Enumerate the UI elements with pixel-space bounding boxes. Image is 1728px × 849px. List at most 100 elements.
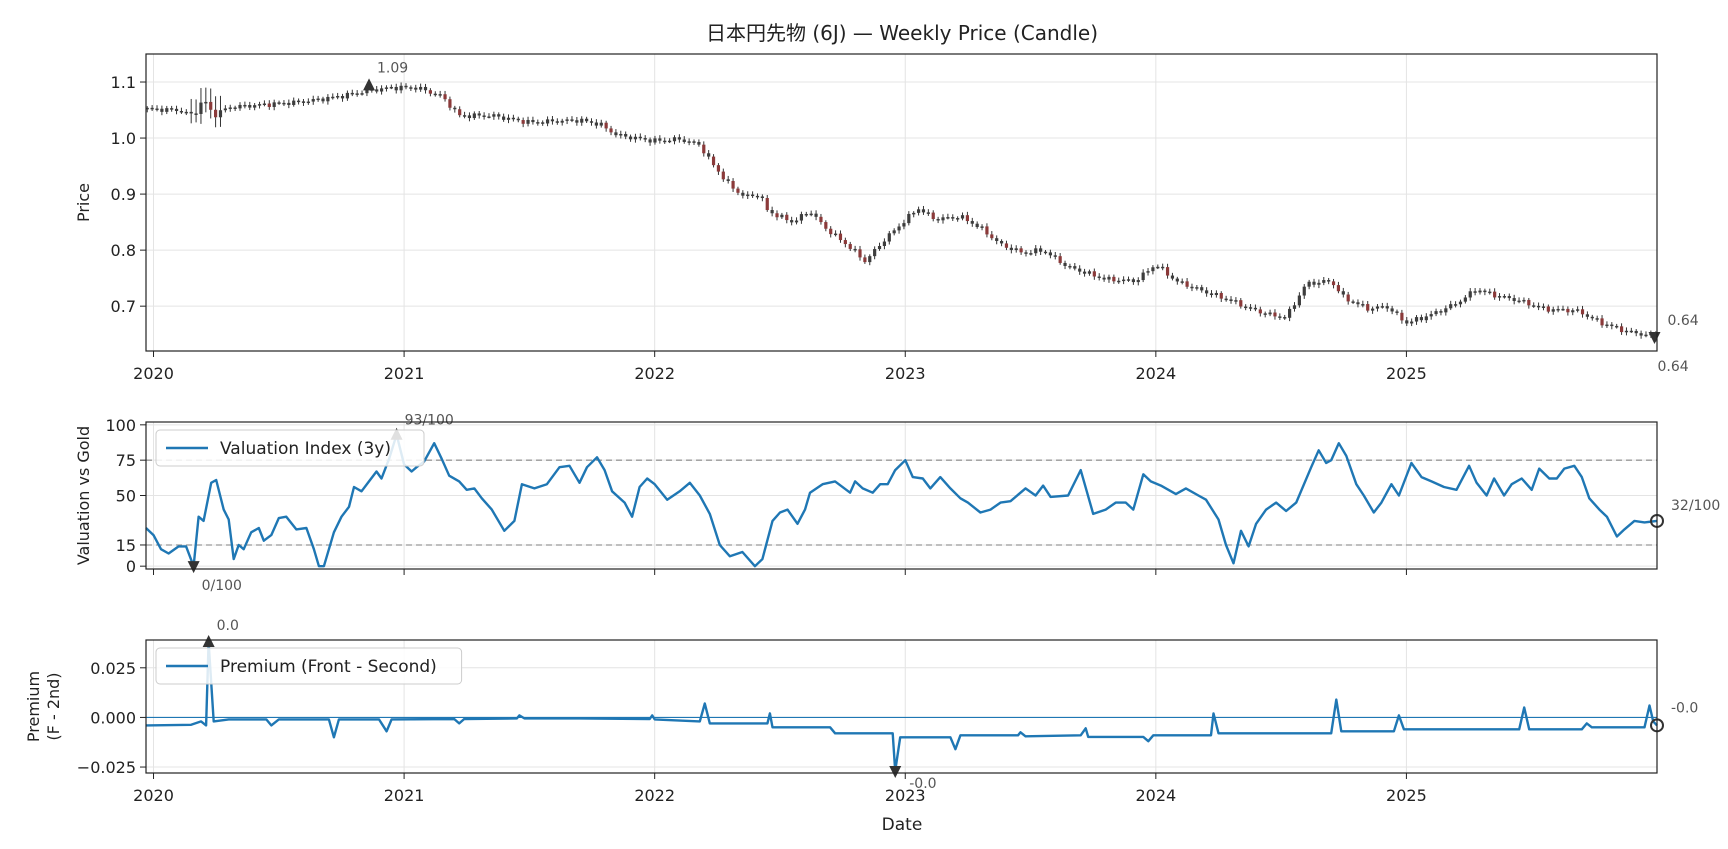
candle-body	[1126, 279, 1131, 281]
candle-body	[1292, 305, 1297, 309]
candle-body	[643, 138, 647, 140]
candle-body	[1414, 317, 1419, 322]
y-axis-label: (F - 2nd)	[44, 672, 63, 740]
candle-body	[668, 140, 672, 143]
candle-body	[253, 105, 257, 108]
candle-body	[477, 113, 481, 116]
candle-body	[1493, 291, 1497, 298]
candle-body	[1161, 266, 1165, 269]
candle-body	[1556, 308, 1560, 311]
plot-frame	[145, 639, 1658, 774]
candle-body	[1463, 297, 1467, 302]
candle-body	[848, 244, 852, 249]
candle-body	[336, 96, 340, 98]
min-marker	[1648, 331, 1661, 344]
candle-body	[560, 120, 564, 123]
candle-body	[1004, 243, 1009, 248]
x-tick-label: 2024	[1135, 786, 1176, 805]
candle-body	[228, 107, 232, 109]
candle-body	[321, 98, 325, 102]
candle-body	[804, 213, 808, 216]
candle-body	[1322, 280, 1326, 283]
candle-body	[399, 85, 403, 91]
y-axis-label: Valuation vs Gold	[74, 426, 93, 565]
candle-body	[946, 217, 950, 219]
candle-body	[1507, 296, 1511, 299]
candle-body	[458, 109, 462, 116]
candle-body	[1449, 304, 1453, 309]
candle-body	[731, 181, 735, 189]
annotation-label: 1.09	[377, 60, 408, 76]
annotation-label: -0.0	[909, 776, 936, 792]
candle-body	[995, 238, 999, 241]
candle-body	[487, 116, 491, 118]
candle-body	[790, 220, 794, 223]
candle-body	[531, 119, 535, 123]
candle-body	[999, 240, 1004, 244]
candle-body	[702, 144, 706, 154]
candle-body	[1307, 281, 1311, 287]
plot-frame	[145, 421, 1658, 570]
candle-body	[912, 212, 916, 215]
candle-body	[345, 92, 350, 99]
candle-body	[1429, 314, 1433, 317]
annotation-label: -0.0	[1671, 700, 1698, 716]
candle-body	[1244, 306, 1248, 309]
candle-body	[1107, 276, 1111, 280]
y-tick-label: 15	[116, 536, 136, 555]
candle-body	[1034, 248, 1038, 254]
candle-body	[882, 241, 887, 247]
candle-body	[951, 217, 955, 219]
annotation-label: 0/100	[202, 578, 242, 594]
candle-body	[1336, 285, 1341, 292]
candle-body	[213, 109, 218, 118]
candle-body	[858, 249, 862, 258]
candle-body	[1585, 314, 1590, 317]
candle-body	[599, 122, 603, 126]
candle-body	[726, 179, 730, 182]
candle-body	[155, 108, 159, 111]
plot-frame	[145, 53, 1658, 352]
candle-body	[1185, 281, 1189, 287]
candle-body	[355, 93, 359, 95]
candle-body	[545, 119, 550, 124]
candle-body	[1478, 290, 1482, 293]
y-tick-label: 0.000	[90, 708, 136, 727]
candles	[145, 82, 1658, 342]
candle-body	[1078, 268, 1082, 272]
y-tick-label: 0.7	[111, 297, 136, 316]
candle-body	[1102, 277, 1106, 280]
candle-body	[550, 119, 555, 122]
candle-body	[633, 136, 638, 140]
candle-body	[1302, 286, 1306, 296]
candle-body	[1566, 308, 1570, 313]
candle-body	[292, 100, 296, 105]
candle-body	[1615, 325, 1619, 328]
candle-body	[394, 86, 398, 91]
candle-body	[414, 87, 418, 90]
candle-body	[326, 96, 330, 102]
candle-body	[506, 117, 511, 120]
x-tick-label: 2025	[1386, 364, 1427, 383]
candle-body	[1512, 298, 1516, 302]
candle-body	[1385, 306, 1389, 309]
candle-body	[648, 139, 652, 143]
min-marker	[187, 561, 200, 574]
candle-body	[780, 214, 784, 218]
candle-body	[565, 119, 569, 121]
candle-body	[423, 86, 428, 91]
candle-body	[580, 118, 584, 123]
candle-body	[926, 212, 930, 214]
candle-body	[482, 115, 486, 117]
x-tick-label: 2022	[634, 364, 675, 383]
candle-body	[204, 101, 208, 104]
candle-body	[1375, 306, 1380, 309]
candle-body	[697, 141, 701, 145]
candle-body	[721, 171, 725, 180]
candle-body	[1082, 271, 1087, 274]
candle-body	[1439, 311, 1443, 313]
candle-body	[1205, 290, 1209, 294]
candle-body	[624, 133, 628, 137]
series-line	[145, 433, 1658, 568]
